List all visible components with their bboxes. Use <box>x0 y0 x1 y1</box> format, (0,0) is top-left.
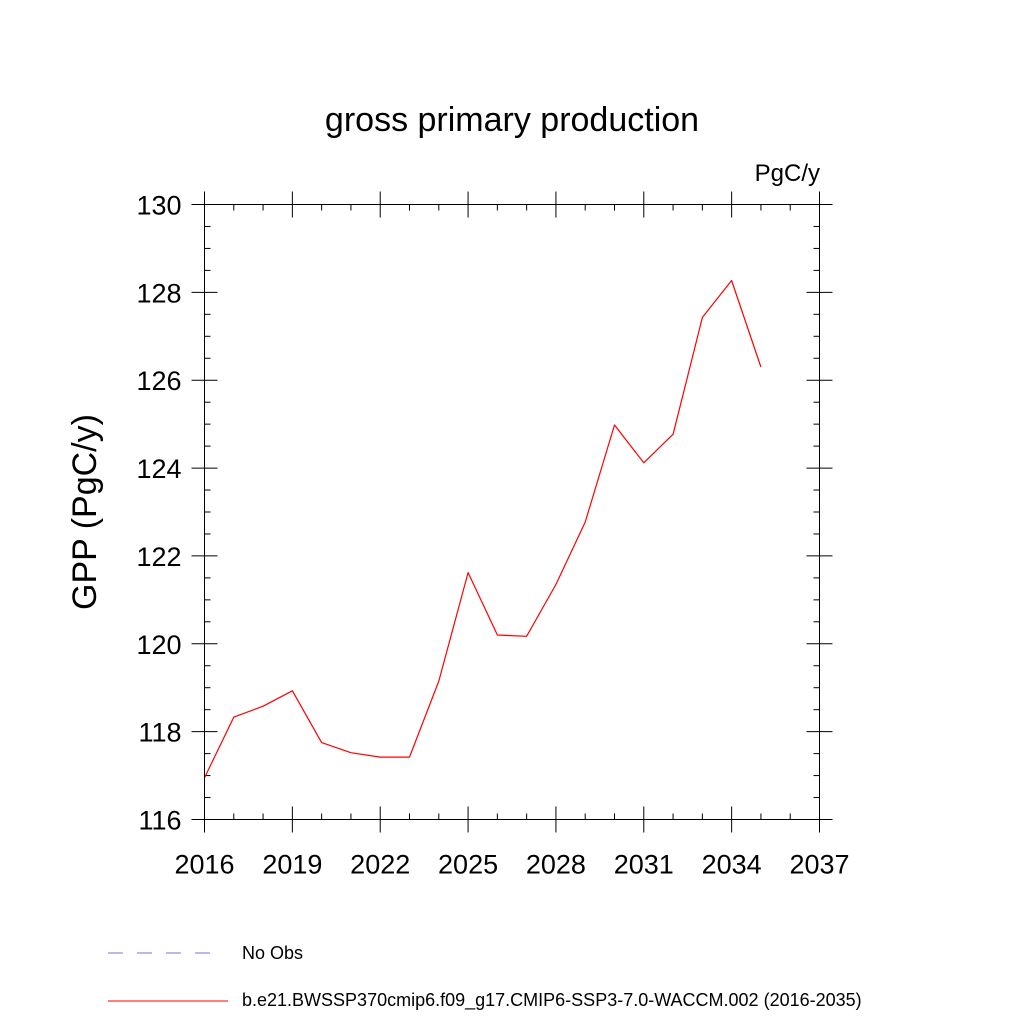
series-layer <box>203 279 762 779</box>
x-tick-label: 2031 <box>614 850 674 880</box>
y-tick-labels: 116 118 120 122 124 126 128 130 <box>136 191 181 836</box>
y-tick-label: 122 <box>136 542 181 572</box>
x-tick-label: 2025 <box>438 850 498 880</box>
chart-title: gross primary production <box>325 101 699 139</box>
y-tick-label: 126 <box>136 366 181 396</box>
legend-label-no-obs: No Obs <box>242 943 303 963</box>
y-tick-label: 128 <box>136 278 181 308</box>
y-tick-label: 124 <box>136 454 181 484</box>
legend: No Obs b.e21.BWSSP370cmip6.f09_g17.CMIP6… <box>108 943 862 1011</box>
y-tick-label: 130 <box>136 191 181 221</box>
x-tick-label: 2034 <box>702 850 762 880</box>
legend-label-model: b.e21.BWSSP370cmip6.f09_g17.CMIP6-SSP3-7… <box>242 990 862 1011</box>
x-tick-label: 2022 <box>350 850 410 880</box>
units-label: PgC/y <box>755 160 820 187</box>
y-tick-label: 116 <box>138 806 181 836</box>
x-tick-label: 2037 <box>789 850 849 880</box>
x-tick-labels: 2016 2019 2022 2025 2028 2031 2034 2037 <box>174 850 849 880</box>
axis-ticks <box>191 191 833 833</box>
x-tick-label: 2028 <box>526 850 586 880</box>
x-tick-label: 2019 <box>262 850 322 880</box>
y-tick-label: 118 <box>138 718 181 748</box>
plot-frame <box>204 204 820 820</box>
y-axis-label: GPP (PgC/y) <box>66 414 104 610</box>
x-tick-label: 2016 <box>174 850 234 880</box>
y-tick-label: 120 <box>136 630 181 660</box>
series-line-0 <box>203 279 762 779</box>
